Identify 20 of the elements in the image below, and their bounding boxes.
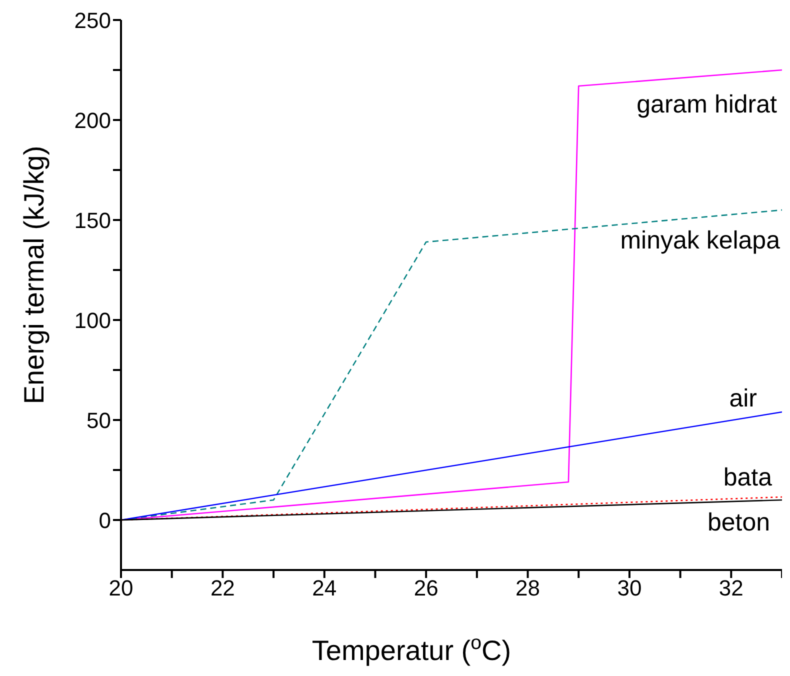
x-tick-label: 26 — [414, 576, 438, 601]
x-tick-label: 32 — [718, 576, 744, 601]
x-tick-label: 20 — [108, 576, 134, 601]
series-label: minyak kelapa — [620, 226, 780, 255]
x-tick-label: 24 — [312, 576, 337, 601]
x-tick-label: 28 — [516, 576, 540, 601]
y-tick-label: 200 — [74, 108, 111, 133]
y-tick-label: 100 — [74, 308, 111, 333]
x-axis-title: Temperatur ($^{o}$C) — [312, 632, 512, 666]
series-label: bata — [723, 464, 772, 492]
y-tick-label: 0 — [98, 508, 111, 533]
x-tick-label: 22 — [210, 576, 235, 601]
y-tick-label: 50 — [86, 408, 111, 433]
y-tick-label: 250 — [74, 8, 111, 33]
series-label: air — [729, 384, 757, 413]
series-label: garam hidrat — [636, 90, 778, 119]
x-tick-label: 30 — [617, 576, 642, 601]
y-tick-label: 150 — [74, 208, 111, 233]
series-label: beton — [707, 508, 770, 537]
y-axis-title: Energi termal (kJ/kg) — [18, 146, 50, 404]
